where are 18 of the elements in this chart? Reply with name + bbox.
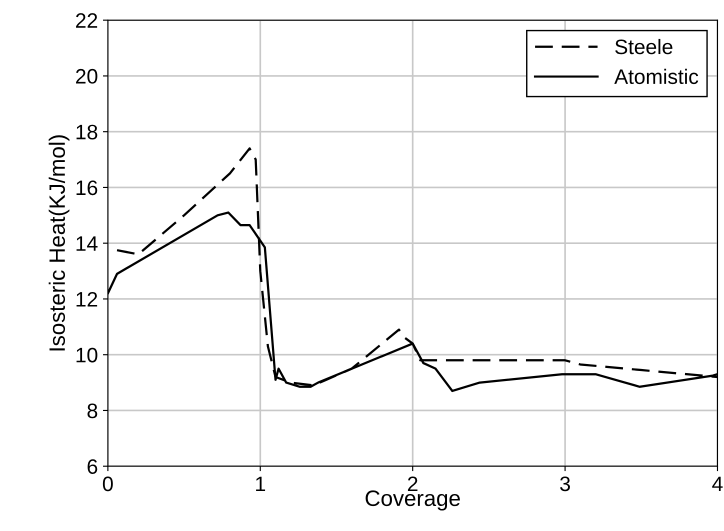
x-tick-label: 4 [712, 476, 723, 492]
y-axis-title: Isosteric Heat(KJ/mol) [48, 135, 70, 350]
x-axis-title: Coverage [366, 490, 460, 511]
y-tick-label: 14 [76, 236, 98, 251]
y-tick-label: 16 [76, 180, 98, 196]
x-tick-label: 0 [102, 476, 113, 492]
y-tick-label: 6 [88, 459, 98, 474]
y-tick-label: 20 [76, 68, 98, 84]
x-tick-label: 3 [560, 476, 570, 492]
y-tick-label: 8 [87, 403, 98, 418]
y-tick-label: 12 [76, 292, 98, 306]
legend-label: Atomistic [614, 68, 698, 84]
y-tick-label: 22 [76, 13, 98, 28]
x-tick-label: 1 [256, 476, 266, 492]
y-tick-label: 10 [76, 348, 98, 362]
x-tick-label: 2 [408, 476, 418, 492]
legend-label: Steele [615, 38, 672, 54]
y-tick-label: 18 [76, 124, 98, 140]
